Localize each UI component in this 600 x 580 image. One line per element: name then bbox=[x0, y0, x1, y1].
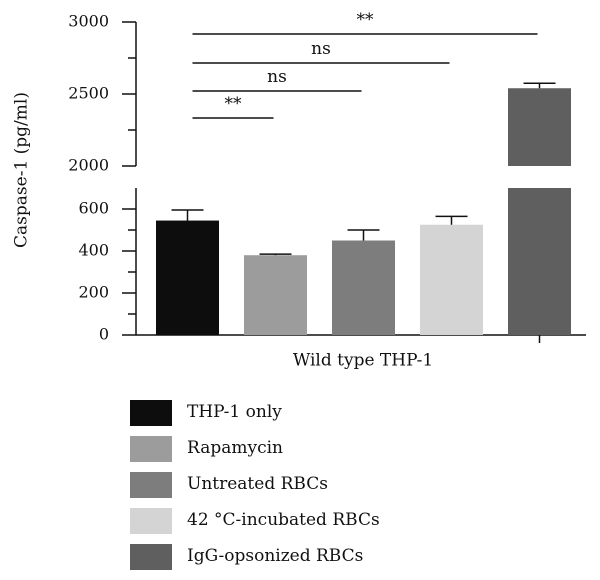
bar bbox=[508, 188, 571, 335]
y-tick-label: 2500 bbox=[68, 84, 109, 103]
significance-label: ** bbox=[225, 94, 243, 114]
y-axis-title: Caspase-1 (pg/ml) bbox=[12, 92, 32, 248]
bar bbox=[156, 220, 219, 335]
significance-label: ns bbox=[311, 39, 331, 59]
significance-brackets: ** ns ns ** bbox=[192, 10, 538, 119]
legend-label: IgG-opsonized RBCs bbox=[187, 546, 364, 566]
y-tick-label: 200 bbox=[78, 283, 109, 302]
legend-label: Rapamycin bbox=[187, 438, 283, 458]
y-tick-label: 2000 bbox=[68, 156, 109, 175]
y-tick-label: 400 bbox=[78, 241, 109, 260]
bar-upper bbox=[508, 88, 571, 166]
legend-label: Untreated RBCs bbox=[187, 474, 328, 494]
y-tick-label: 3000 bbox=[68, 12, 109, 31]
legend-swatch bbox=[130, 472, 172, 498]
bar-chart: Caspase-1 (pg/ml) Wild type THP-1 0 200 40… bbox=[12, 10, 586, 371]
legend-swatch bbox=[130, 544, 172, 570]
significance-label: ns bbox=[267, 67, 287, 87]
x-axis-title: Wild type THP-1 bbox=[293, 351, 433, 371]
bars bbox=[156, 82, 571, 335]
legend-swatch bbox=[130, 400, 172, 426]
bar bbox=[420, 224, 483, 335]
legend-swatch bbox=[130, 436, 172, 462]
legend-label: THP-1 only bbox=[187, 402, 282, 422]
bar bbox=[244, 255, 307, 335]
y-tick-label: 0 bbox=[99, 325, 109, 344]
significance-label: ** bbox=[357, 10, 375, 30]
legend-swatch bbox=[130, 508, 172, 534]
legend-label: 42 °C-incubated RBCs bbox=[187, 510, 380, 530]
bar bbox=[332, 240, 395, 335]
y-tick-label: 600 bbox=[78, 199, 109, 218]
